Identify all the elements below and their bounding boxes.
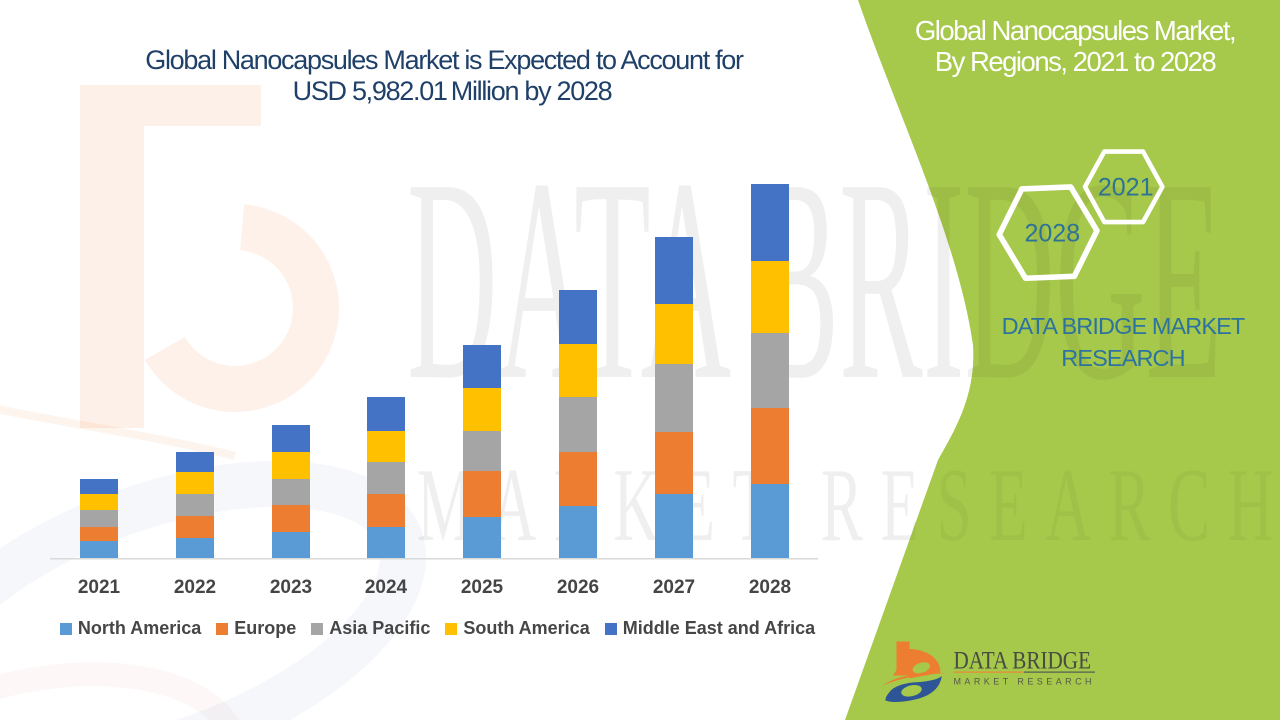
- svg-text:2021: 2021: [1098, 174, 1154, 202]
- svg-text:2028: 2028: [1024, 220, 1080, 248]
- svg-text:MARKET RESEARCH: MARKET RESEARCH: [954, 677, 1092, 687]
- svg-text:MARKET RESEARCH: MARKET RESEARCH: [417, 447, 1273, 563]
- svg-text:DATA BRIDGE: DATA BRIDGE: [954, 646, 1092, 675]
